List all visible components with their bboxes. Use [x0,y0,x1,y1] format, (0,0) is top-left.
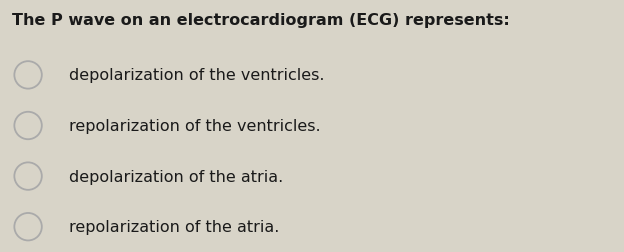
Ellipse shape [14,163,42,190]
Text: depolarization of the ventricles.: depolarization of the ventricles. [69,68,324,83]
Ellipse shape [14,62,42,89]
Text: repolarization of the atria.: repolarization of the atria. [69,219,279,234]
Text: depolarization of the atria.: depolarization of the atria. [69,169,283,184]
Ellipse shape [14,112,42,140]
Text: repolarization of the ventricles.: repolarization of the ventricles. [69,118,320,134]
Text: The P wave on an electrocardiogram (ECG) represents:: The P wave on an electrocardiogram (ECG)… [12,13,510,27]
Ellipse shape [14,213,42,240]
